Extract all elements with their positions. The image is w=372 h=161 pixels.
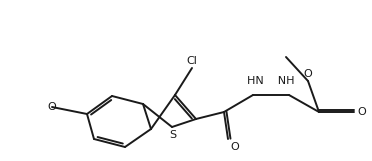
Text: O: O (304, 69, 312, 79)
Text: O: O (48, 102, 57, 112)
Text: O: O (357, 107, 366, 117)
Text: Cl: Cl (187, 56, 198, 66)
Text: S: S (169, 130, 177, 140)
Text: O: O (230, 142, 239, 152)
Text: HN    NH: HN NH (247, 76, 295, 86)
